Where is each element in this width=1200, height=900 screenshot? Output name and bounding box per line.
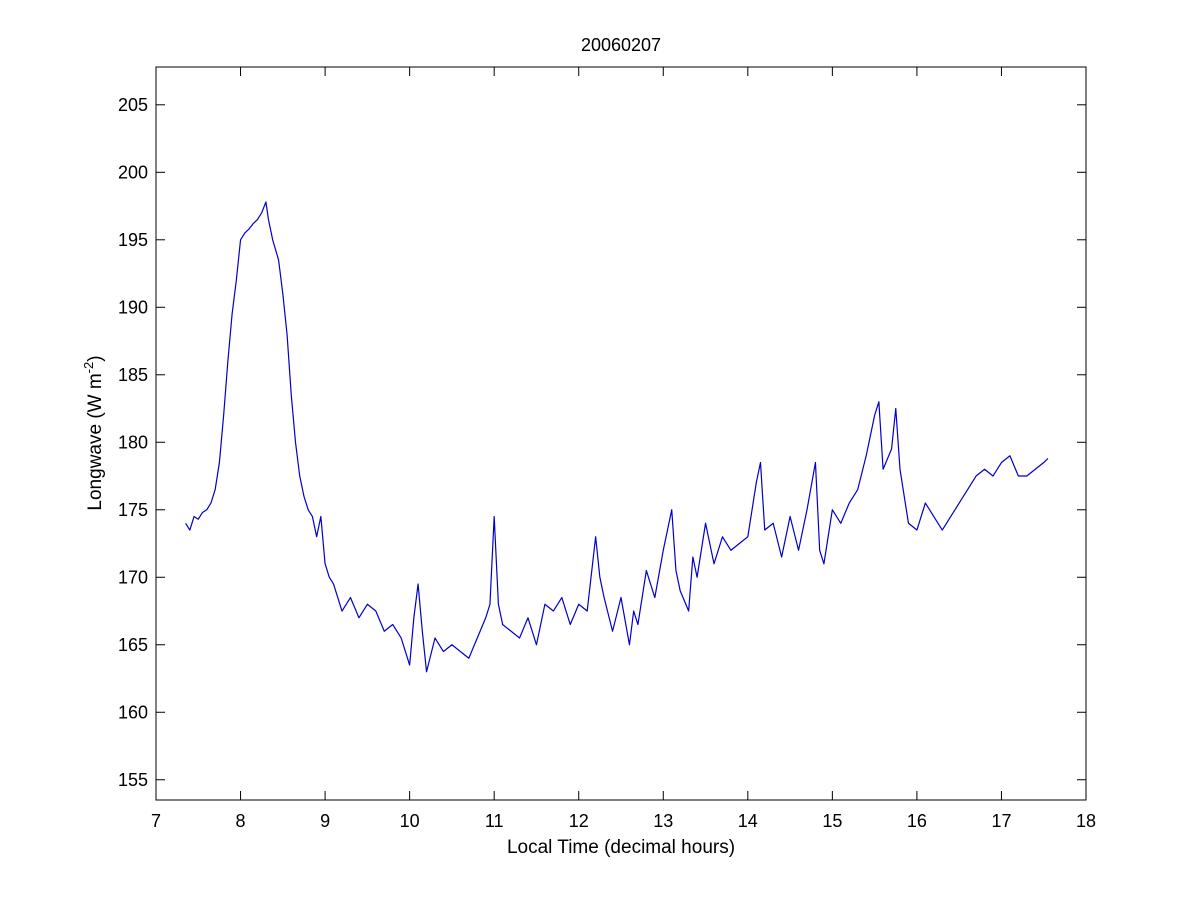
- x-tick-label-10: 10: [400, 811, 420, 831]
- y-tick-label-155: 155: [118, 770, 148, 790]
- y-axis-label-close: ): [85, 355, 106, 361]
- y-tick-label-190: 190: [118, 297, 148, 317]
- x-axis: 7 8 9 10 11 12 13 14 15 16 17 18: [151, 67, 1096, 831]
- y-axis-label-superscript: -2: [81, 362, 96, 374]
- x-tick-label-18: 18: [1076, 811, 1096, 831]
- x-tick-label-9: 9: [320, 811, 330, 831]
- y-axis: 155 160 165 170 175 180 185 190 195 200 205: [118, 95, 1086, 790]
- y-tick-label-175: 175: [118, 500, 148, 520]
- y-tick-label-205: 205: [118, 95, 148, 115]
- series-line: [185, 201, 1049, 673]
- y-tick-label-195: 195: [118, 230, 148, 250]
- x-tick-label-15: 15: [822, 811, 842, 831]
- y-axis-label: Longwave (W m-2): [81, 355, 106, 510]
- x-tick-label-7: 7: [151, 811, 161, 831]
- y-tick-label-180: 180: [118, 432, 148, 452]
- x-tick-label-17: 17: [991, 811, 1011, 831]
- x-tick-label-13: 13: [653, 811, 673, 831]
- y-tick-label-170: 170: [118, 567, 148, 587]
- chart-title: 20060207: [581, 35, 661, 55]
- y-tick-label-165: 165: [118, 635, 148, 655]
- x-tick-label-16: 16: [907, 811, 927, 831]
- y-tick-label-185: 185: [118, 365, 148, 385]
- x-tick-label-11: 11: [485, 811, 504, 831]
- x-axis-label: Local Time (decimal hours): [507, 837, 735, 858]
- plot-area: [155, 66, 1087, 801]
- x-tick-label-12: 12: [569, 811, 589, 831]
- x-tick-label-14: 14: [738, 811, 758, 831]
- y-tick-label-200: 200: [118, 162, 148, 182]
- y-axis-label-main: Longwave (W m: [85, 373, 106, 510]
- y-tick-label-160: 160: [118, 702, 148, 722]
- x-tick-label-8: 8: [236, 811, 246, 831]
